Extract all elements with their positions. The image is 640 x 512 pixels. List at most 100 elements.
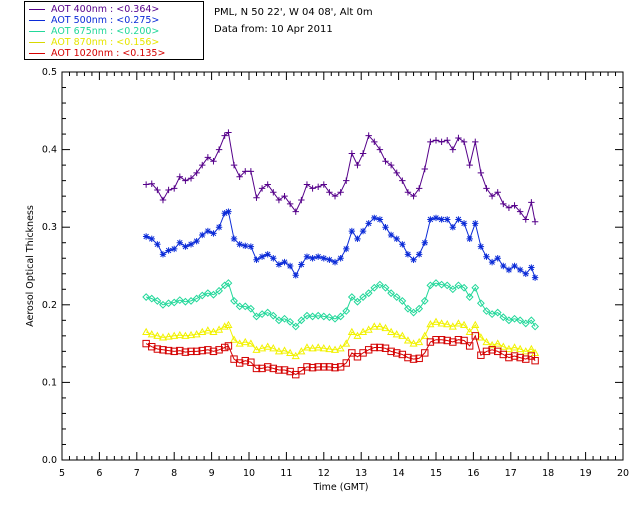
data-point	[342, 359, 350, 367]
x-tick-label: 17	[505, 468, 517, 479]
data-point	[246, 339, 255, 347]
data-point	[482, 347, 491, 356]
data-point	[427, 216, 434, 223]
data-point	[516, 266, 524, 274]
y-tick-label: 0.5	[42, 67, 57, 78]
data-point	[291, 351, 300, 360]
data-point	[477, 351, 485, 359]
data-point	[263, 342, 272, 350]
data-point	[320, 363, 328, 371]
data-point	[437, 336, 446, 344]
series-aot500	[142, 208, 539, 281]
data-point	[375, 280, 384, 289]
data-point	[303, 363, 311, 371]
legend-item-aot675: AOT 675nm : <0.200>	[29, 26, 159, 37]
data-point	[193, 237, 200, 245]
data-point	[297, 367, 306, 375]
legend-item-aot1020: AOT 1020nm : <0.135>	[29, 48, 165, 59]
data-point	[170, 347, 178, 356]
data-point	[337, 189, 344, 196]
data-point	[221, 210, 228, 217]
data-point	[364, 325, 373, 333]
data-point	[421, 349, 429, 357]
data-point	[153, 331, 162, 339]
series-layer	[142, 129, 540, 379]
data-point	[314, 343, 323, 351]
data-point	[242, 168, 249, 175]
x-axis-title: Time (GMT)	[312, 482, 368, 493]
data-point	[516, 316, 525, 325]
data-point	[148, 343, 156, 351]
series-line	[145, 334, 536, 376]
data-point	[375, 322, 384, 330]
data-point	[303, 311, 311, 320]
data-point	[364, 289, 373, 298]
data-point	[154, 241, 161, 248]
x-tick-label: 9	[209, 468, 215, 479]
data-point	[292, 272, 299, 279]
data-point	[252, 312, 261, 321]
data-point	[531, 356, 539, 365]
data-point	[242, 242, 249, 250]
data-point	[165, 186, 172, 194]
data-point	[264, 363, 272, 371]
data-point	[258, 310, 266, 319]
data-point	[454, 336, 463, 344]
data-point	[204, 154, 212, 161]
data-point	[204, 227, 212, 235]
legend-swatch	[29, 42, 45, 43]
data-point	[448, 322, 457, 330]
data-point	[246, 304, 255, 313]
data-point	[505, 353, 513, 362]
data-point	[465, 293, 474, 301]
data-point	[493, 308, 502, 317]
data-point	[176, 239, 184, 246]
data-point	[230, 161, 238, 169]
data-point	[281, 192, 288, 200]
data-point	[230, 355, 238, 363]
legend-label: AOT 400nm : <0.364>	[51, 4, 160, 15]
data-point	[454, 319, 463, 327]
data-point	[258, 185, 266, 192]
data-point	[409, 339, 418, 347]
data-point	[488, 310, 497, 319]
data-point	[192, 347, 201, 356]
legend-label: AOT 675nm : <0.200>	[51, 26, 160, 37]
data-point	[393, 235, 400, 243]
data-point	[253, 256, 260, 263]
data-point	[531, 322, 540, 331]
series-aot400	[142, 129, 539, 225]
data-point	[432, 214, 440, 222]
data-point	[159, 346, 167, 354]
data-point	[448, 285, 457, 294]
data-point	[286, 348, 295, 356]
data-point	[176, 173, 184, 180]
data-point	[371, 138, 378, 146]
data-point	[483, 185, 490, 192]
data-point	[308, 344, 317, 352]
data-point	[275, 196, 283, 204]
data-point	[460, 336, 468, 345]
data-point	[241, 337, 250, 346]
data-point	[359, 327, 368, 336]
data-point	[210, 158, 217, 165]
data-point	[465, 327, 474, 336]
data-point	[209, 347, 218, 356]
data-point	[471, 320, 480, 329]
data-point	[494, 189, 501, 196]
data-point	[247, 358, 255, 366]
data-point	[521, 319, 530, 328]
data-point	[326, 189, 333, 196]
legend-item-aot500: AOT 500nm : <0.275>	[29, 15, 159, 26]
data-point	[336, 363, 345, 371]
data-point	[387, 161, 395, 169]
data-point	[382, 158, 389, 165]
data-point	[154, 186, 161, 194]
data-point	[376, 216, 384, 223]
data-point	[510, 343, 519, 351]
data-point	[275, 316, 283, 325]
data-point	[364, 346, 373, 354]
data-point	[182, 243, 189, 250]
data-point	[420, 331, 429, 339]
data-point	[522, 216, 529, 223]
